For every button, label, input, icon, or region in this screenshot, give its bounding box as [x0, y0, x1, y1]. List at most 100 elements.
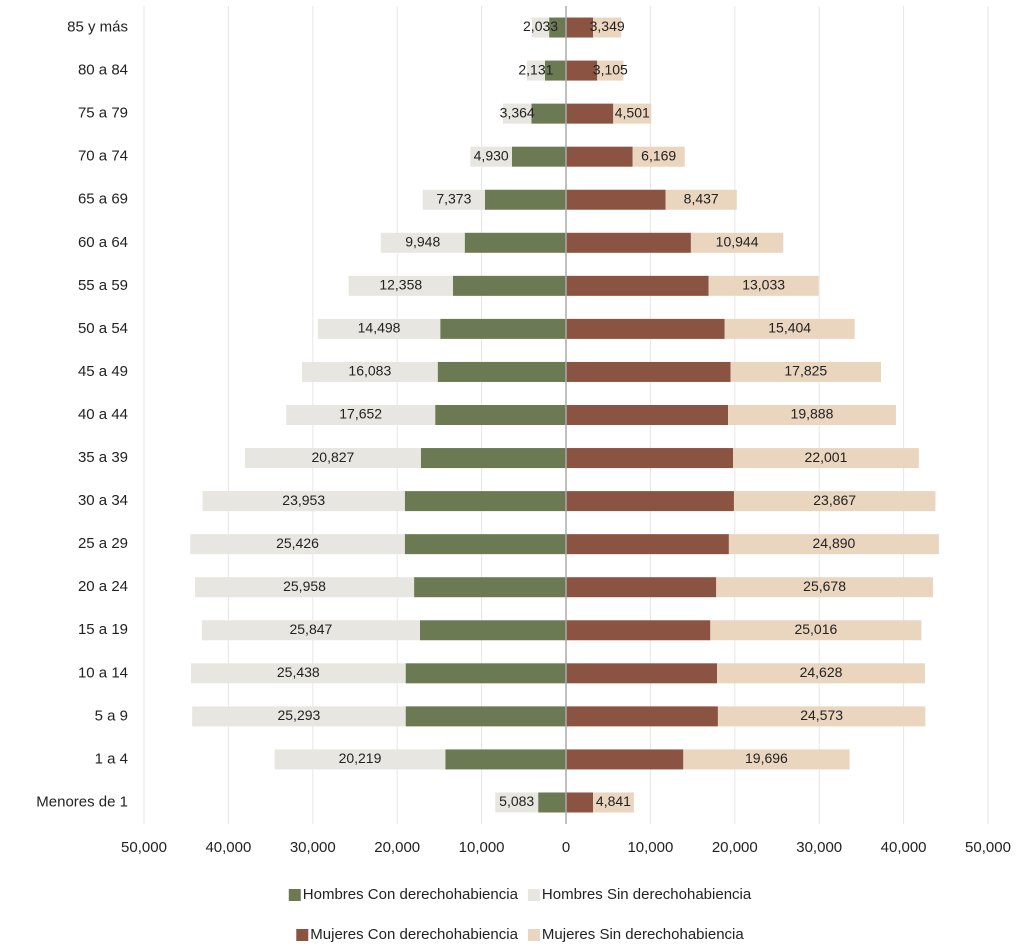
y-tick-label: 10 a 14 [78, 664, 128, 681]
legend-label: Mujeres Con derechohabiencia [310, 926, 518, 943]
bar [566, 17, 594, 38]
value-label: 3,349 [590, 18, 625, 34]
bar [566, 146, 633, 167]
value-label: 4,841 [596, 793, 631, 809]
bar [728, 534, 939, 555]
y-tick-label: 30 a 34 [78, 492, 128, 509]
x-tick-label: 10,000 [459, 839, 505, 856]
value-label: 24,573 [800, 707, 843, 723]
value-label: 10,944 [716, 233, 759, 249]
bar [593, 792, 634, 813]
value-label: 23,867 [813, 492, 856, 508]
value-label: 5,083 [499, 793, 534, 809]
bar [435, 405, 566, 425]
y-tick-label: 65 a 69 [78, 191, 128, 208]
value-label: 25,438 [277, 664, 320, 680]
x-tick-label: 30,000 [796, 839, 842, 856]
y-tick-label: 40 a 44 [78, 406, 128, 423]
x-tick-label: 20,000 [712, 839, 758, 856]
value-label: 2,033 [523, 18, 558, 34]
value-label: 25,678 [803, 578, 846, 594]
y-tick-label: 55 a 59 [78, 277, 128, 294]
bar [566, 232, 691, 253]
bar [566, 577, 717, 598]
bar [613, 103, 652, 124]
bar [202, 491, 405, 512]
bar [419, 620, 566, 641]
value-label: 25,958 [283, 578, 326, 594]
bar [452, 275, 566, 296]
bar [566, 361, 731, 382]
bar [194, 577, 415, 598]
y-tick-label: 15 a 19 [78, 621, 128, 638]
bar [690, 232, 784, 253]
value-label: 16,083 [348, 363, 391, 379]
bar [549, 17, 566, 38]
bar [566, 189, 666, 210]
bar [445, 749, 566, 770]
legend-label: Hombres Sin derechohabiencia [542, 886, 752, 903]
value-label: 23,953 [282, 492, 325, 508]
y-tick-label: 45 a 49 [78, 363, 128, 380]
bar [733, 448, 919, 469]
y-tick-label: Menores de 1 [36, 793, 128, 810]
x-tick-label: 0 [562, 839, 570, 856]
bar [526, 60, 545, 81]
y-tick-label: 75 a 79 [78, 105, 128, 122]
y-tick-label: 85 y más [67, 18, 128, 35]
value-label: 3,364 [500, 104, 535, 120]
bar [597, 60, 624, 81]
legend-swatch [527, 929, 540, 941]
y-tick-label: 50 a 54 [78, 320, 128, 337]
bar [245, 448, 421, 469]
value-label: 15,404 [768, 320, 811, 336]
bar [495, 792, 539, 813]
bar [733, 491, 936, 512]
bar [717, 706, 926, 727]
value-label: 19,696 [745, 750, 788, 766]
y-tick-label: 20 a 24 [78, 578, 128, 595]
y-tick-label: 60 a 64 [78, 234, 128, 251]
x-tick-label: 50,000 [121, 839, 167, 856]
bar [317, 318, 441, 339]
bar [420, 448, 566, 469]
x-tick-label: 20,000 [374, 839, 420, 856]
bar [440, 318, 566, 339]
bar [566, 749, 684, 770]
value-label: 2,131 [518, 61, 553, 77]
y-tick-label: 25 a 29 [78, 535, 128, 552]
value-label: 24,628 [800, 664, 843, 680]
x-tick-label: 30,000 [290, 839, 336, 856]
bar [566, 103, 614, 124]
bar [566, 620, 711, 641]
bar [201, 620, 420, 641]
bar [566, 318, 725, 339]
value-label: 17,652 [339, 406, 382, 422]
legend-swatch [296, 929, 309, 941]
bar [192, 706, 406, 727]
value-label: 12,358 [379, 277, 422, 293]
value-label: 25,847 [289, 621, 332, 637]
bar [484, 189, 566, 210]
bar [274, 749, 446, 770]
bar [464, 232, 566, 253]
bar [301, 361, 438, 382]
bar [717, 663, 925, 684]
bar [566, 275, 709, 296]
value-label: 20,219 [339, 750, 382, 766]
x-tick-label: 10,000 [627, 839, 673, 856]
x-tick-label: 40,000 [205, 839, 251, 856]
bar [414, 577, 566, 598]
bar [405, 663, 566, 684]
value-label: 20,827 [312, 449, 355, 465]
bar [404, 534, 566, 555]
bar [708, 275, 819, 296]
bar [511, 146, 566, 167]
bar [683, 749, 850, 770]
bar [593, 17, 622, 38]
value-label: 22,001 [805, 449, 848, 465]
x-tick-label: 40,000 [881, 839, 927, 856]
value-label: 25,426 [276, 535, 319, 551]
bar [566, 405, 729, 425]
